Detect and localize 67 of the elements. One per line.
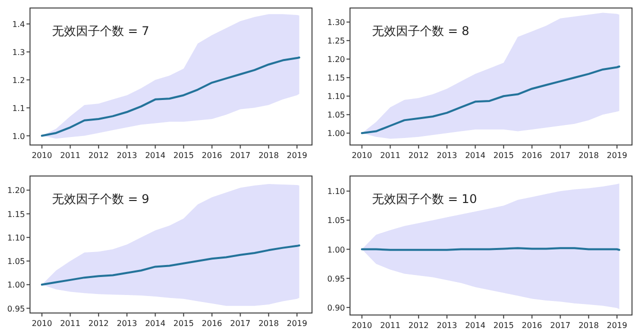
x-tick-label: 2012 bbox=[88, 319, 109, 328]
x-tick-label: 2013 bbox=[116, 319, 138, 328]
x-tick-label: 2016 bbox=[202, 151, 222, 160]
x-tick-label: 2012 bbox=[408, 151, 429, 160]
text: 无效因子个数 = 8 bbox=[372, 24, 470, 38]
x-tick-label: 2013 bbox=[436, 151, 458, 160]
x-tick-label: 2011 bbox=[60, 319, 80, 328]
x-tick-label: 2014 bbox=[465, 151, 486, 160]
x-tick-label: 2017 bbox=[550, 151, 570, 160]
y-tick-label: 1.15 bbox=[327, 74, 345, 83]
x-tick-label: 2016 bbox=[202, 319, 222, 328]
x-tick-label: 2013 bbox=[436, 321, 458, 330]
y-tick-label: 1.4 bbox=[12, 20, 25, 29]
x-tick-label: 2015 bbox=[493, 321, 514, 330]
y-tick-label: 1.15 bbox=[7, 210, 25, 219]
x-tick-label: 2011 bbox=[60, 151, 80, 160]
x-tick-label: 2015 bbox=[493, 151, 514, 160]
y-tick-label: 1.00 bbox=[327, 129, 345, 138]
y-tick-label: 1.10 bbox=[327, 187, 345, 196]
y-tick-label: 1.1 bbox=[12, 104, 25, 113]
x-tick-label: 2010 bbox=[352, 151, 372, 160]
y-tick-label: 1.05 bbox=[327, 216, 345, 226]
x-tick-label: 2018 bbox=[258, 319, 279, 328]
x-tick-label: 2015 bbox=[173, 151, 194, 160]
y-tick-label: 1.10 bbox=[7, 233, 25, 242]
x-tick-label: 2014 bbox=[465, 321, 486, 330]
x-tick-label: 2010 bbox=[32, 319, 52, 328]
y-tick-label: 0.90 bbox=[327, 303, 345, 312]
x-tick-label: 2011 bbox=[380, 321, 400, 330]
x-tick-label: 2016 bbox=[522, 151, 542, 160]
x-tick-label: 2017 bbox=[550, 321, 570, 330]
y-tick-label: 1.0 bbox=[12, 132, 25, 141]
x-tick-label: 2012 bbox=[408, 321, 429, 330]
y-tick-label: 0.95 bbox=[7, 304, 25, 314]
y-tick-label: 0.95 bbox=[327, 274, 345, 284]
y-tick-label: 1.3 bbox=[12, 48, 25, 57]
y-tick-label: 1.20 bbox=[7, 186, 25, 196]
x-tick-label: 2017 bbox=[230, 151, 250, 160]
x-tick-label: 2014 bbox=[145, 319, 166, 328]
x-tick-label: 2019 bbox=[286, 319, 308, 328]
y-tick-label: 1.2 bbox=[12, 76, 25, 85]
x-tick-label: 2018 bbox=[578, 321, 599, 330]
x-tick-label: 2010 bbox=[352, 321, 372, 330]
y-tick-label: 1.05 bbox=[7, 257, 25, 266]
y-tick-label: 1.30 bbox=[327, 18, 345, 28]
text: 无效因子个数 = 9 bbox=[52, 192, 150, 206]
x-tick-label: 2017 bbox=[230, 319, 250, 328]
y-tick-label: 1.25 bbox=[327, 36, 345, 46]
text: 无效因子个数 = 7 bbox=[52, 24, 150, 38]
x-tick-label: 2015 bbox=[173, 319, 194, 328]
x-tick-label: 2018 bbox=[258, 151, 279, 160]
x-tick-label: 2014 bbox=[145, 151, 166, 160]
x-tick-label: 2013 bbox=[116, 151, 138, 160]
x-tick-label: 2019 bbox=[606, 151, 628, 160]
y-tick-label: 1.10 bbox=[327, 92, 345, 102]
y-tick-label: 1.05 bbox=[327, 110, 345, 120]
y-tick-label: 1.20 bbox=[327, 55, 345, 64]
x-tick-label: 2019 bbox=[286, 151, 308, 160]
x-tick-label: 2018 bbox=[578, 151, 599, 160]
x-tick-label: 2016 bbox=[522, 321, 542, 330]
x-tick-label: 2010 bbox=[32, 151, 52, 160]
x-tick-label: 2019 bbox=[606, 321, 628, 330]
y-tick-label: 1.00 bbox=[327, 245, 345, 254]
x-tick-label: 2011 bbox=[380, 151, 400, 160]
y-tick-label: 1.00 bbox=[7, 280, 25, 290]
x-tick-label: 2012 bbox=[88, 151, 109, 160]
text: 无效因子个数 = 10 bbox=[372, 192, 477, 206]
